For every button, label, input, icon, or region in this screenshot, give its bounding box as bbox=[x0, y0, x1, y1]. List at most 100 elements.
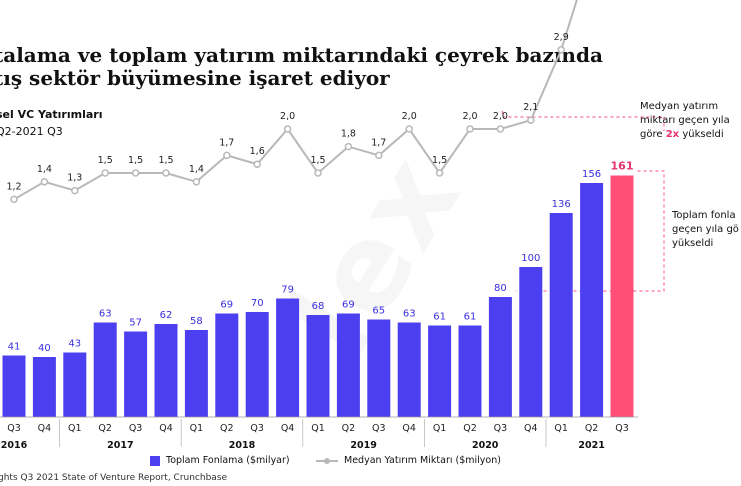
chart-subtitle: sel VC Yatırımları bbox=[0, 108, 103, 121]
bar-value-label: 41 bbox=[8, 342, 21, 353]
median-point bbox=[344, 142, 353, 151]
median-note-line-2: miktarı geçen yıla bbox=[640, 115, 730, 126]
bar-value-label: 100 bbox=[521, 253, 540, 264]
title-line-2: tış sektör büyümesine işaret ediyor bbox=[0, 66, 390, 90]
bar bbox=[154, 324, 178, 417]
bar bbox=[63, 352, 87, 417]
bar bbox=[397, 322, 421, 417]
total-note-line-3: yükseldi bbox=[672, 238, 714, 249]
x-tick-label: Q3 bbox=[7, 423, 21, 434]
median-value-label: 2,1 bbox=[523, 102, 538, 113]
bar-value-label: 69 bbox=[342, 300, 355, 311]
x-tick-label: Q4 bbox=[524, 423, 538, 434]
median-point bbox=[253, 160, 261, 168]
median-value-label: 1,2 bbox=[6, 181, 21, 192]
x-tick-label: Q4 bbox=[38, 423, 52, 434]
median-value-label: 1,8 bbox=[341, 129, 356, 140]
median-point bbox=[466, 125, 474, 133]
bar bbox=[2, 355, 26, 417]
bar-value-label: 65 bbox=[372, 306, 385, 317]
median-value-label: 1,6 bbox=[250, 146, 265, 157]
bar bbox=[215, 313, 239, 417]
x-tick-label: Q3 bbox=[494, 423, 508, 434]
median-point bbox=[71, 186, 79, 195]
median-point bbox=[557, 46, 565, 54]
bar bbox=[488, 297, 512, 417]
median-value-label: 2,0 bbox=[402, 111, 417, 122]
legend-item-line: Medyan Yatırım Miktarı ($milyon) bbox=[316, 455, 501, 466]
median-note-line-1: Medyan yatırım bbox=[640, 101, 719, 112]
x-year-label: 2020 bbox=[472, 440, 499, 451]
bar-value-label: 57 bbox=[129, 318, 142, 329]
median-point bbox=[496, 125, 505, 133]
x-tick-label: Q2 bbox=[98, 423, 112, 434]
x-tick-label: Q3 bbox=[615, 423, 629, 434]
x-tick-label: Q1 bbox=[433, 423, 447, 434]
bar-value-label: 40 bbox=[38, 343, 51, 354]
x-tick-label: Q3 bbox=[372, 423, 386, 434]
bar-value-label: 68 bbox=[312, 301, 325, 312]
median-value-label: 2,0 bbox=[280, 111, 295, 122]
total-annotation: Toplam fonla geçen yıla gö yükseldi bbox=[672, 209, 739, 251]
bar bbox=[336, 313, 360, 417]
median-note-line-3: göre 2x yükseldi bbox=[640, 128, 730, 142]
x-tick-label: Q2 bbox=[585, 423, 599, 434]
x-year-label: 2019 bbox=[350, 440, 376, 451]
median-value-label: 1,3 bbox=[67, 173, 82, 184]
x-year-label: 2017 bbox=[107, 440, 133, 451]
x-tick-label: Q1 bbox=[68, 423, 82, 434]
bar-value-label: 136 bbox=[552, 199, 571, 210]
bar bbox=[580, 183, 604, 417]
x-tick-label: Q3 bbox=[250, 423, 264, 434]
median-point bbox=[40, 178, 49, 186]
bar-value-label: 80 bbox=[494, 283, 507, 294]
median-value-label: 1,5 bbox=[432, 155, 447, 166]
median-point bbox=[314, 169, 322, 177]
total-annotation-connector bbox=[515, 170, 665, 292]
source-note: ghts Q3 2021 State of Venture Report, Cr… bbox=[0, 473, 228, 483]
bar bbox=[245, 312, 269, 417]
bar bbox=[549, 213, 573, 417]
bar bbox=[306, 315, 330, 417]
median-annotation: Medyan yatırım miktarı geçen yıla göre 2… bbox=[640, 100, 730, 142]
median-note-pre: göre bbox=[640, 129, 663, 140]
bar-value-label: 63 bbox=[99, 309, 112, 320]
x-tick-label: Q1 bbox=[190, 423, 204, 434]
title-line-1: talama ve toplam yatırım miktarındaki çe… bbox=[0, 43, 603, 67]
median-value-label: 1,4 bbox=[189, 164, 204, 175]
bar-value-label: 156 bbox=[582, 169, 601, 180]
x-tick-label: Q4 bbox=[402, 423, 416, 434]
median-value-label: 2,9 bbox=[554, 32, 569, 43]
median-point bbox=[435, 169, 444, 177]
median-point bbox=[283, 125, 292, 133]
median-value-label: 1,4 bbox=[37, 164, 52, 175]
x-year-label: 2021 bbox=[578, 440, 604, 451]
legend-line-label: Medyan Yatırım Miktarı ($milyon) bbox=[344, 455, 501, 466]
bar-value-label: 61 bbox=[464, 312, 477, 323]
median-point bbox=[527, 116, 535, 124]
median-value-label: 1,5 bbox=[98, 155, 113, 166]
bar-value-label: 61 bbox=[433, 312, 446, 323]
median-point bbox=[223, 151, 231, 160]
median-point bbox=[162, 169, 170, 177]
chart-period: Q2-2021 Q3 bbox=[0, 125, 63, 138]
chart-title: talama ve toplam yatırım miktarındaki çe… bbox=[0, 44, 603, 90]
legend-line-swatch bbox=[316, 457, 338, 464]
median-point bbox=[375, 151, 383, 160]
median-point bbox=[131, 169, 140, 177]
total-note-line-1: Toplam fonla bbox=[672, 210, 736, 221]
bar bbox=[184, 330, 208, 417]
x-year-label: 2018 bbox=[229, 440, 256, 451]
median-value-label: 2,0 bbox=[462, 111, 477, 122]
x-tick-label: Q2 bbox=[342, 423, 356, 434]
bar bbox=[458, 325, 482, 417]
bar bbox=[32, 357, 56, 417]
median-point bbox=[192, 178, 201, 186]
bar bbox=[93, 322, 117, 417]
x-tick-label: Q1 bbox=[311, 423, 325, 434]
bar-value-label: 43 bbox=[68, 339, 81, 350]
x-tick-label: Q1 bbox=[554, 423, 568, 434]
x-tick-label: Q3 bbox=[129, 423, 143, 434]
legend-bar-swatch bbox=[150, 455, 160, 466]
